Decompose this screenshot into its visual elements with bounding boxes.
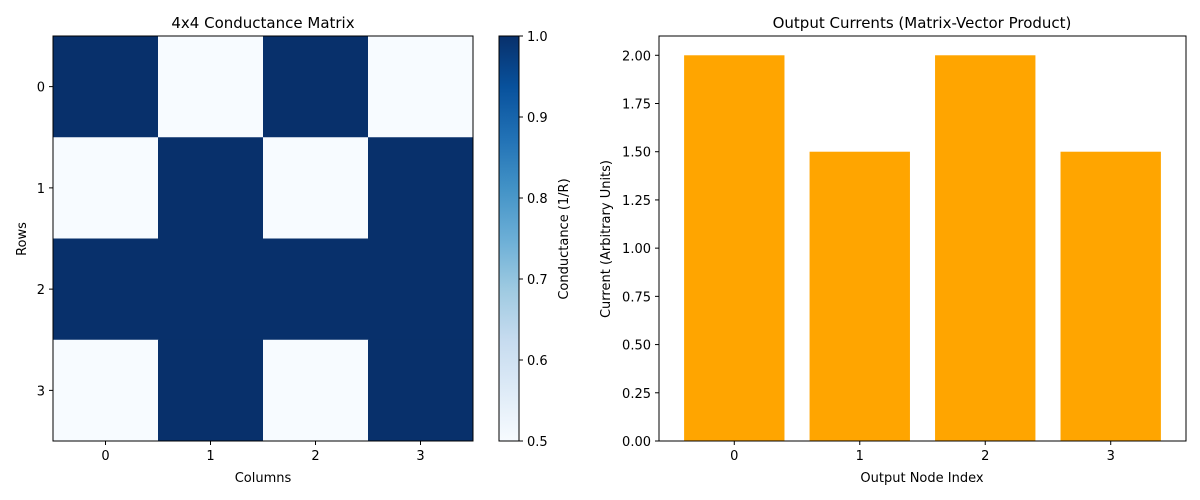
bar-panel: Output Currents (Matrix-Vector Product) … [599, 14, 1187, 486]
bar-y-axis: 0.00 0.25 0.50 0.75 1.00 1.25 1.50 1.75 2.00 [622, 49, 659, 450]
bar-x-axis: 0 1 2 3 [730, 441, 1115, 464]
bar-x-tick-label: 3 [1107, 449, 1115, 464]
heatmap-cell-r0-c1 [158, 36, 264, 138]
bar-y-tick-label: 0.00 [622, 435, 651, 450]
heatmap-cell-r1-c2 [263, 137, 369, 239]
heatmap-cell-r1-c3 [368, 137, 474, 239]
bar-plot-frame [658, 35, 1187, 442]
colorbar-tick-label: 0.7 [527, 273, 548, 288]
bar-y-tick-label: 0.50 [622, 339, 651, 354]
bar-y-tick-label: 1.25 [622, 194, 651, 209]
heatmap-x-tick-label: 0 [101, 449, 109, 464]
heatmap-cell-r1-c1 [158, 137, 264, 239]
heatmap-cell-r3-c1 [158, 339, 264, 442]
heatmap-cell-r2-c0 [53, 238, 159, 341]
bar-y-axis-title: Current (Arbitrary Units) [599, 160, 614, 318]
heatmap-cell-r0-c2 [263, 36, 369, 138]
bar-2 [935, 55, 1036, 442]
heatmap-cell-r2-c1 [158, 238, 264, 341]
bar-1 [809, 151, 910, 441]
heatmap-y-axis: 0 1 2 3 [37, 81, 53, 399]
bar-y-tick-label: 1.75 [622, 98, 651, 113]
colorbar-gradient [498, 35, 520, 442]
colorbar-tick-label: 1.0 [527, 30, 548, 45]
heatmap-cell-r1-c0 [53, 137, 159, 239]
heatmap-x-tick-label: 2 [311, 449, 319, 464]
bars [684, 55, 1161, 442]
heatmap-cell-r0-c3 [368, 36, 474, 138]
heatmap-y-tick-label: 0 [37, 81, 45, 96]
heatmap-x-tick-label: 3 [416, 449, 424, 464]
heatmap-cell-r2-c3 [368, 238, 474, 341]
heatmap-y-axis-title: Rows [15, 222, 30, 256]
bar-y-tick-label: 1.50 [622, 146, 651, 161]
heatmap-panel: 4x4 Conductance Matrix 0 1 2 3 0 1 2 3 Columns… [15, 14, 474, 486]
heatmap-y-tick-label: 1 [37, 182, 45, 197]
bar-x-axis-title: Output Node Index [860, 471, 983, 486]
heatmap-frame [52, 35, 474, 442]
colorbar-tick-label: 0.9 [527, 111, 548, 126]
colorbar-label: Conductance (1/R) [557, 178, 572, 299]
heatmap-x-axis: 0 1 2 3 [101, 441, 425, 464]
bar-chart-title: Output Currents (Matrix-Vector Product) [773, 14, 1072, 32]
colorbar-tick-label: 0.5 [527, 435, 548, 450]
heatmap-cell-r0-c0 [53, 36, 159, 138]
heatmap-cell-r2-c2 [263, 238, 369, 341]
heatmap-cells [53, 36, 474, 442]
bar-x-tick-label: 0 [730, 449, 738, 464]
heatmap-x-axis-title: Columns [235, 471, 292, 486]
bar-3 [1060, 151, 1161, 441]
heatmap-cell-r3-c2 [263, 339, 369, 442]
heatmap-x-tick-label: 1 [206, 449, 214, 464]
bar-y-tick-label: 0.25 [622, 387, 651, 402]
bar-y-tick-label: 0.75 [622, 290, 651, 305]
bar-0 [684, 55, 785, 442]
colorbar-ticks: 0.5 0.6 0.7 0.8 0.9 1.0 [519, 30, 548, 450]
heatmap-y-tick-label: 2 [37, 283, 45, 298]
colorbar-tick-label: 0.6 [527, 354, 548, 369]
colorbar: 0.5 0.6 0.7 0.8 0.9 1.0 Conductance (1/R) [498, 30, 572, 450]
colorbar-tick-label: 0.8 [527, 192, 548, 207]
bar-x-tick-label: 1 [856, 449, 864, 464]
heatmap-y-tick-label: 3 [37, 384, 45, 399]
bar-y-tick-label: 1.00 [622, 242, 651, 257]
heatmap-cell-r3-c3 [368, 339, 474, 442]
heatmap-cell-r3-c0 [53, 339, 159, 442]
heatmap-title: 4x4 Conductance Matrix [171, 14, 354, 32]
bar-x-tick-label: 2 [981, 449, 989, 464]
bar-y-tick-label: 2.00 [622, 49, 651, 64]
